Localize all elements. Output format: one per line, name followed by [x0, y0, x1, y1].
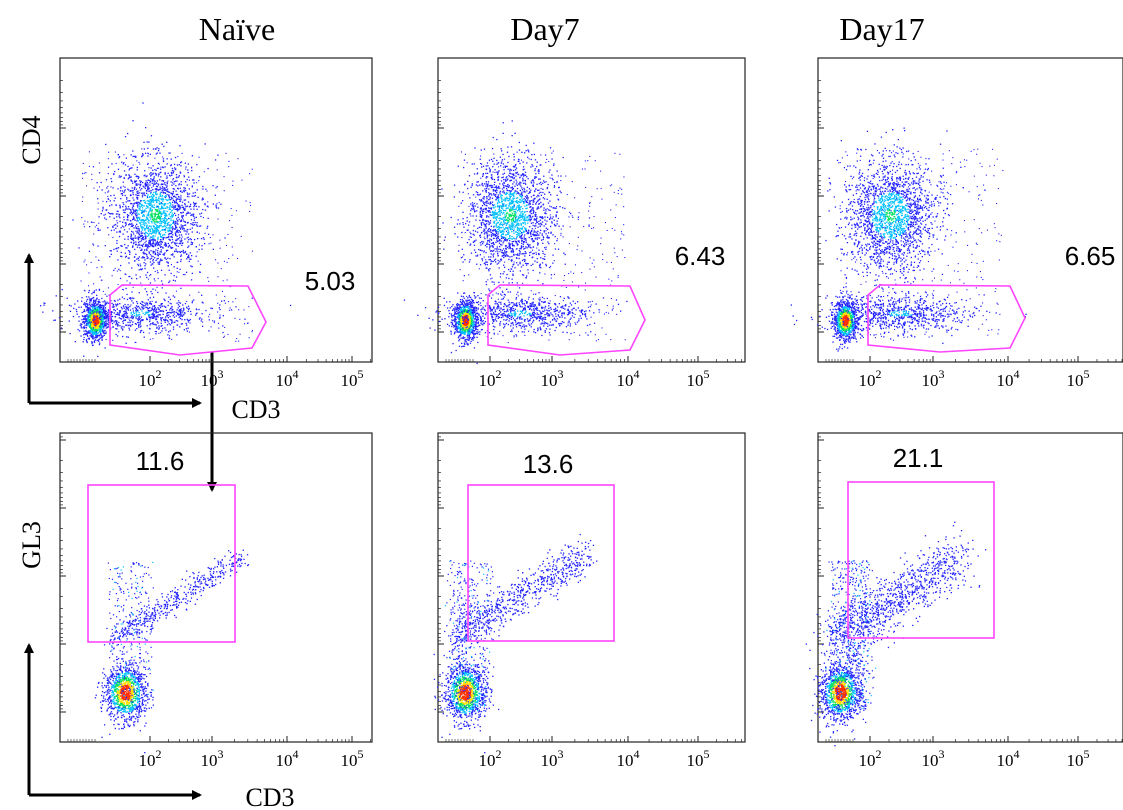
axis-orientation-arrows-bottom — [24, 643, 202, 800]
gate-rect — [87, 484, 236, 643]
axis-orientation-arrows-top — [24, 253, 202, 408]
gate-polygon — [109, 284, 267, 356]
x-tick-label: 102 — [859, 747, 882, 770]
plot-frame — [59, 57, 373, 363]
y-axis-label-cd4: CD4 — [17, 115, 46, 164]
gate-percentage: 6.65 — [1065, 241, 1116, 271]
x-tick-label: 104 — [276, 367, 299, 390]
x-tick-label: 104 — [617, 747, 640, 770]
flow-panel-day17-cd4: 102 103 104 105 6.65 — [790, 57, 1123, 390]
gate-percentage: 11.6 — [136, 446, 185, 476]
column-title-day7: Day7 — [510, 11, 579, 47]
x-tick-label: 103 — [201, 747, 224, 770]
y-axis-label-gl3: GL3 — [17, 521, 46, 569]
column-title-day17: Day17 — [839, 11, 924, 47]
plot-frame — [817, 432, 1123, 743]
gate-polygon — [487, 284, 646, 356]
x-tick-label: 103 — [541, 367, 564, 390]
x-tick-label: 105 — [1067, 747, 1090, 770]
gate-percentage: 21.1 — [893, 443, 944, 473]
x-tick-label: 102 — [479, 367, 502, 390]
scatter-points — [94, 549, 250, 754]
gate-polygon — [867, 284, 1026, 353]
flow-panel-day7-gl3: 102 103 104 105 13.6 — [433, 432, 746, 770]
x-tick-label: 104 — [617, 367, 640, 390]
x-tick-label: 104 — [276, 747, 299, 770]
x-tick-label: 102 — [859, 367, 882, 390]
x-tick-label: 105 — [1067, 367, 1090, 390]
x-axis-label-cd3-bottom: CD3 — [245, 783, 294, 810]
flow-panel-day7-cd4: 102 103 104 105 6.43 — [403, 57, 746, 390]
x-tick-label: 103 — [201, 367, 224, 390]
x-tick-label: 102 — [139, 367, 162, 390]
gate-percentage: 6.43 — [675, 241, 726, 271]
flow-panel-nave-cd4: 102 103 104 105 5.03 — [40, 57, 373, 390]
plot-frame — [437, 432, 746, 743]
scatter-points — [433, 533, 598, 754]
gate-rect — [467, 484, 615, 642]
scatter-points — [790, 127, 1027, 352]
scatter-points — [805, 521, 987, 747]
column-title-naive: Naïve — [199, 11, 275, 47]
flow-panel-day17-gl3: 102 103 104 105 21.1 — [805, 432, 1123, 770]
gate-percentage: 13.6 — [523, 449, 574, 479]
flow-panel-nave-gl3: 102 103 104 105 11.6 — [59, 432, 373, 770]
x-tick-label: 103 — [541, 747, 564, 770]
plot-frame — [817, 57, 1123, 363]
scatter-points — [40, 102, 292, 358]
x-tick-label: 103 — [922, 747, 945, 770]
gate-rect — [847, 481, 995, 639]
scatter-points — [403, 120, 628, 365]
x-tick-label: 105 — [341, 367, 364, 390]
x-tick-label: 105 — [687, 747, 710, 770]
x-tick-label: 102 — [479, 747, 502, 770]
x-tick-label: 104 — [997, 367, 1020, 390]
x-axis-label-cd3-top: CD3 — [231, 395, 280, 424]
x-tick-label: 102 — [139, 747, 162, 770]
plot-frame — [437, 57, 746, 363]
x-tick-label: 103 — [922, 367, 945, 390]
x-tick-label: 105 — [341, 747, 364, 770]
x-tick-label: 105 — [687, 367, 710, 390]
gate-percentage: 5.03 — [305, 266, 356, 296]
plot-frame — [59, 432, 373, 743]
x-tick-label: 104 — [997, 747, 1020, 770]
